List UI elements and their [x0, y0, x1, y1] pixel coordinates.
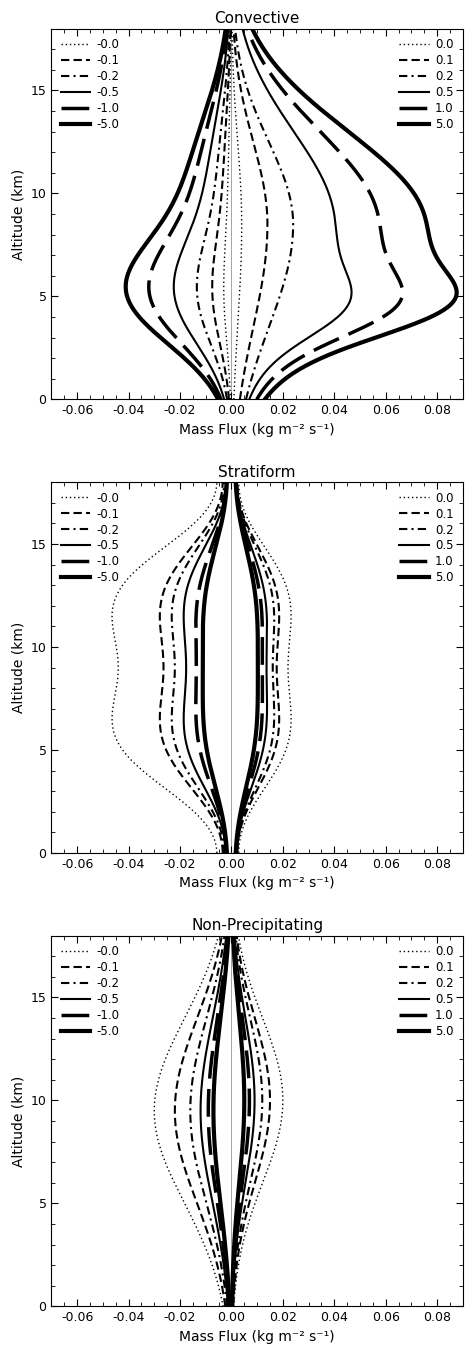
Title: Stratiform: Stratiform — [219, 465, 296, 480]
Y-axis label: Altitude (km): Altitude (km) — [11, 1076, 25, 1167]
Title: Non-Precipitating: Non-Precipitating — [191, 919, 323, 934]
Y-axis label: Altitude (km): Altitude (km) — [11, 168, 25, 260]
Legend: 0.0, 0.1, 0.2, 0.5, 1.0, 5.0: 0.0, 0.1, 0.2, 0.5, 1.0, 5.0 — [396, 35, 457, 134]
X-axis label: Mass Flux (kg m⁻² s⁻¹): Mass Flux (kg m⁻² s⁻¹) — [179, 1329, 335, 1344]
Y-axis label: Altitude (km): Altitude (km) — [11, 622, 25, 713]
X-axis label: Mass Flux (kg m⁻² s⁻¹): Mass Flux (kg m⁻² s⁻¹) — [179, 423, 335, 436]
Legend: 0.0, 0.1, 0.2, 0.5, 1.0, 5.0: 0.0, 0.1, 0.2, 0.5, 1.0, 5.0 — [396, 488, 457, 588]
X-axis label: Mass Flux (kg m⁻² s⁻¹): Mass Flux (kg m⁻² s⁻¹) — [179, 877, 335, 890]
Title: Convective: Convective — [214, 11, 300, 26]
Legend: 0.0, 0.1, 0.2, 0.5, 1.0, 5.0: 0.0, 0.1, 0.2, 0.5, 1.0, 5.0 — [396, 942, 457, 1042]
